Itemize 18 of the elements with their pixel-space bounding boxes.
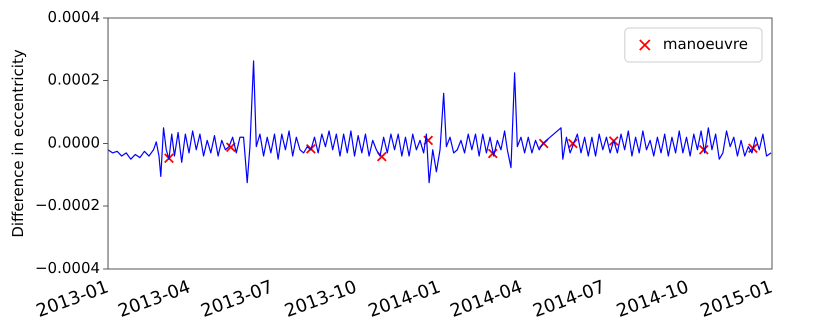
point [568, 138, 578, 149]
legend-label: manoeuvre [662, 34, 748, 53]
point [226, 142, 236, 152]
point [488, 148, 498, 159]
point [748, 143, 758, 154]
y-axis-title: Difference in eccentricity [8, 49, 27, 238]
point [306, 144, 316, 154]
y-tick-label: −0.0002 [34, 196, 100, 214]
point [538, 138, 549, 149]
point [698, 144, 709, 155]
y-tick-label: 0.0000 [48, 133, 100, 152]
y-tick-label: 0.0002 [48, 70, 100, 89]
point [164, 153, 174, 164]
y-tick-label: −0.0004 [34, 258, 100, 277]
point [423, 135, 434, 146]
point [376, 152, 387, 162]
point [608, 136, 619, 146]
y-tick-label: 0.0004 [48, 8, 100, 26]
